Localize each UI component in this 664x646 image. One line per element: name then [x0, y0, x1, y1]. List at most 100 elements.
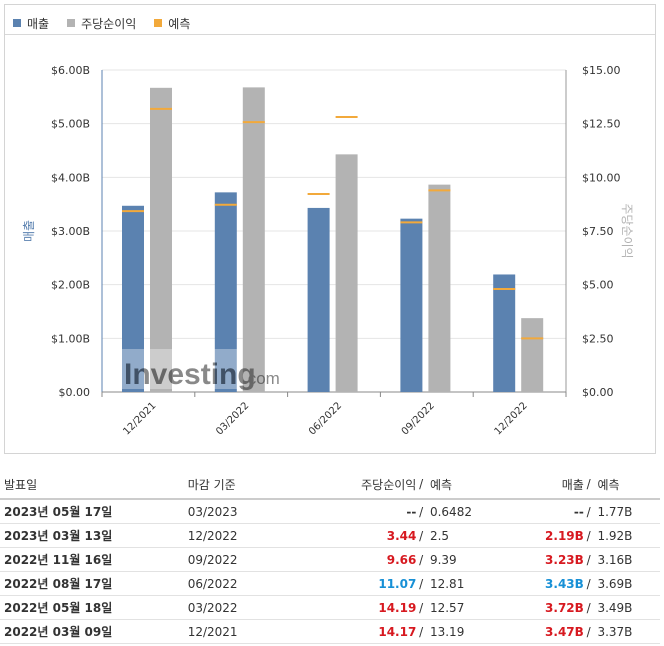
cell-revenue-forecast: 3.69B — [593, 571, 660, 596]
revenue-bar — [493, 274, 516, 392]
legend-item-forecast[interactable]: 예측 — [154, 15, 190, 32]
header-date[interactable]: 발표일 — [0, 470, 184, 500]
header-revenue[interactable]: 매출 — [511, 470, 584, 500]
cell-date: 2022년 11월 16일 — [0, 547, 184, 572]
cell-eps-forecast: 12.57 — [425, 595, 512, 620]
y-left-tick-label: $4.00B — [51, 171, 90, 184]
cell-sep: / — [416, 595, 426, 620]
revenue-bar — [307, 207, 330, 392]
cell-sep: / — [416, 547, 426, 572]
cell-revenue-forecast: 1.77B — [593, 499, 660, 524]
y-right-tick-label: $2.50 — [582, 332, 614, 345]
cell-eps-forecast: 9.39 — [425, 547, 512, 572]
cell-sep: / — [416, 619, 426, 644]
legend-label-eps: 주당순이익 — [81, 16, 137, 31]
y-right-tick-label: $7.50 — [582, 225, 614, 238]
cell-date: 2022년 05월 18일 — [0, 595, 184, 620]
cell-eps: 14.19 — [335, 595, 417, 620]
legend-swatch-revenue — [13, 19, 21, 27]
cell-eps: 9.66 — [335, 547, 417, 572]
cell-revenue: 3.23B — [511, 547, 584, 572]
eps-bar — [150, 87, 172, 393]
table-body: 2023년 05월 17일 03/2023 --/0.6482 --/1.77B 202… — [0, 499, 660, 644]
x-tick-label: 06/2022 — [307, 400, 344, 437]
table-row: 2022년 03월 09일 12/2021 14.17/13.19 3.47B/3.3… — [0, 619, 660, 644]
eps-bar — [428, 184, 451, 392]
header-period[interactable]: 마감 기준 — [183, 470, 336, 500]
y-right-tick-label: $0.00 — [582, 386, 614, 399]
table-row: 2022년 05월 18일 03/2022 14.19/12.57 3.72B/3.4… — [0, 595, 660, 620]
cell-sep: / — [583, 619, 594, 644]
watermark-suffix: .com — [243, 369, 280, 388]
eps-bar — [242, 87, 265, 392]
table-row: 2022년 11월 16일 09/2022 9.66/9.39 3.23B/3.16B — [0, 547, 660, 572]
y-right-tick-label: $10.00 — [582, 171, 621, 184]
cell-period: 12/2022 — [183, 523, 336, 548]
legend-swatch-eps — [67, 19, 76, 27]
legend-label-forecast: 예측 — [168, 16, 191, 31]
cell-period: 12/2021 — [183, 619, 336, 644]
x-tick-label: 03/2022 — [214, 400, 251, 437]
y-right-tick-label: $12.50 — [582, 118, 621, 131]
header-eps-forecast[interactable]: 예측 — [425, 470, 512, 500]
cell-period: 06/2022 — [183, 571, 336, 596]
cell-eps: 11.07 — [335, 571, 417, 596]
watermark-backdrop — [122, 349, 242, 389]
cell-eps-forecast: 2.5 — [425, 523, 512, 548]
cell-date: 2023년 05월 17일 — [0, 499, 184, 524]
watermark-brand: Investing — [124, 358, 256, 391]
legend-swatch-forecast — [154, 19, 163, 27]
cell-eps-forecast: 0.6482 — [425, 499, 512, 524]
y-left-tick-label: $1.00B — [51, 332, 90, 345]
cell-revenue: 3.47B — [511, 619, 584, 644]
y-left-tick-label: $2.00B — [51, 279, 90, 292]
cell-sep: / — [416, 571, 426, 596]
legend-label-revenue: 매출 — [27, 16, 50, 31]
cell-sep: / — [583, 547, 594, 572]
earnings-chart-panel: 매출 주당순이익 예측 $0.00 $0.00 $1.00B $2.50 $2.00B $… — [4, 4, 656, 454]
header-eps[interactable]: 주당순이익 — [335, 470, 417, 500]
investing-watermark-logo: Investing.com — [122, 349, 280, 391]
cell-revenue-forecast: 3.16B — [593, 547, 660, 572]
cell-eps-forecast: 12.81 — [425, 571, 512, 596]
legend-divider — [5, 34, 655, 35]
legend-item-eps[interactable]: 주당순이익 — [67, 15, 136, 32]
y-right-tick-label: $15.00 — [582, 64, 621, 77]
y-right-tick-label: $5.00 — [582, 279, 614, 292]
x-tick-label: 12/2021 — [121, 400, 158, 437]
header-sep: / — [416, 470, 426, 500]
y-left-tick-label: $5.00B — [51, 118, 90, 131]
cell-sep: / — [583, 523, 594, 548]
cell-date: 2022년 08월 17일 — [0, 571, 184, 596]
table-row: 2022년 08월 17일 06/2022 11.07/12.81 3.43B/3.6… — [0, 571, 660, 596]
cell-sep: / — [583, 595, 594, 620]
y-left-axis-title: 매출 — [22, 220, 36, 242]
cell-sep: / — [416, 499, 426, 524]
y-right-axis-title: 주당순이익 — [620, 203, 634, 258]
chart-legend: 매출 주당순이익 예측 — [13, 13, 208, 33]
x-tick-label: 12/2022 — [493, 400, 530, 437]
cell-sep: / — [583, 499, 594, 524]
revenue-bar — [122, 205, 144, 392]
table-header-row: 발표일 마감 기준 주당순이익 / 예측 매출 / 예측 — [0, 470, 660, 500]
header-revenue-forecast[interactable]: 예측 — [593, 470, 660, 500]
table-row: 2023년 05월 17일 03/2023 --/0.6482 --/1.77B — [0, 499, 660, 524]
legend-item-revenue[interactable]: 매출 — [13, 15, 49, 32]
cell-date: 2023년 03월 13일 — [0, 523, 184, 548]
revenue-bar — [214, 192, 237, 392]
cell-eps-forecast: 13.19 — [425, 619, 512, 644]
eps-bar — [521, 318, 544, 392]
cell-period: 03/2023 — [183, 499, 336, 524]
header-sep: / — [583, 470, 594, 500]
table-row: 2023년 03월 13일 12/2022 3.44/2.5 2.19B/1.92B — [0, 523, 660, 548]
cell-eps: 3.44 — [335, 523, 417, 548]
cell-eps: 14.17 — [335, 619, 417, 644]
cell-revenue-forecast: 3.49B — [593, 595, 660, 620]
earnings-table: 발표일 마감 기준 주당순이익 / 예측 매출 / 예측 2023년 05월 1… — [0, 470, 660, 644]
cell-revenue: 2.19B — [511, 523, 584, 548]
cell-revenue: 3.43B — [511, 571, 584, 596]
x-tick-label: 09/2022 — [400, 400, 437, 437]
cell-revenue-forecast: 3.37B — [593, 619, 660, 644]
y-left-tick-label: $3.00B — [51, 225, 90, 238]
y-left-tick-label: $0.00 — [59, 386, 91, 399]
